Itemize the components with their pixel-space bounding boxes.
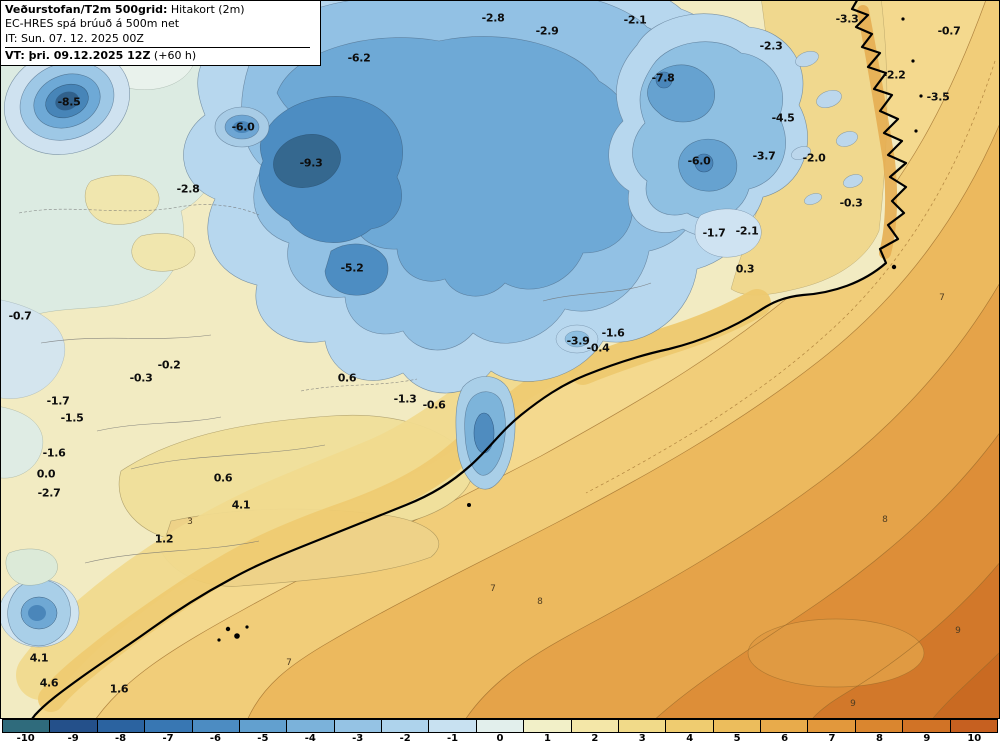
nw-yellow-patch-1 xyxy=(84,174,160,225)
colorbar-tick-label: 8 xyxy=(875,733,883,744)
coastal-cold-inner xyxy=(564,330,590,348)
colorbar-cells xyxy=(2,719,998,733)
cold-core-a2 xyxy=(273,134,341,188)
west-pale-cyan-low xyxy=(1,406,44,479)
colorbar-tick-label: 5 xyxy=(733,733,741,744)
sea-band-6 xyxy=(933,652,999,718)
colorbar-tick-label: -4 xyxy=(304,733,316,744)
colorbar-cell xyxy=(287,720,335,732)
islands xyxy=(217,17,923,642)
colorbar-cell xyxy=(50,720,98,732)
sea-band-5 xyxy=(813,563,999,718)
colorbar-cell xyxy=(618,720,667,732)
colorbar-cell xyxy=(3,720,51,732)
sea-contours xyxy=(96,1,999,718)
init-time-line: IT: Sun. 07. 12. 2025 00Z xyxy=(5,31,144,45)
colorbar-ticks: -10 -9 -8 -7 -6 -5 -4 -3 -2 -1 0 1 2 3 4 5 6 7 8 9 10 xyxy=(2,733,998,748)
colorbar-cell xyxy=(476,720,525,732)
model-line: EC-HRES spá brúuð á 500m net xyxy=(5,17,180,31)
colorbar: -10 -9 -8 -7 -6 -5 -4 -3 -2 -1 0 1 2 3 4 5 6 7 8 9 10 xyxy=(0,719,1000,748)
colorbar-cell xyxy=(192,720,240,732)
map-canvas xyxy=(1,1,999,718)
colorbar-tick-label: -5 xyxy=(257,733,269,744)
colorbar-tick-label: 2 xyxy=(591,733,599,744)
colorbar-cell xyxy=(429,720,477,732)
colorbar-cell xyxy=(855,720,904,732)
east-cold-core-1 xyxy=(655,71,673,89)
sea-warm-eddy xyxy=(747,618,925,688)
product-title-bold: Veðurstofan/T2m 500grid: xyxy=(5,3,168,16)
fjord-cold-patches xyxy=(791,50,863,205)
colorbar-cell xyxy=(950,720,997,732)
colorbar-tick-label: -1 xyxy=(447,733,459,744)
colorbar-tick-label: 4 xyxy=(686,733,694,744)
nw-yellow-patch-2 xyxy=(131,233,196,272)
west-pale-blue xyxy=(1,299,65,399)
colorbar-tick-label: 10 xyxy=(967,733,982,744)
colorbar-tick-label: 6 xyxy=(781,733,789,744)
colorbar-cell xyxy=(239,720,288,732)
colorbar-cell xyxy=(903,720,951,732)
land-contours xyxy=(18,204,652,564)
colorbar-tick-label: -6 xyxy=(209,733,221,744)
oraefi-core xyxy=(473,412,495,454)
colorbar-tick-label: -2 xyxy=(399,733,411,744)
colorbar-tick-label: -3 xyxy=(352,733,364,744)
colorbar-tick-label: 7 xyxy=(828,733,836,744)
product-title: Veðurstofan/T2m 500grid: Hitakort (2m) xyxy=(5,3,310,17)
colorbar-cell xyxy=(382,720,430,732)
title-box: Veðurstofan/T2m 500grid: Hitakort (2m) E… xyxy=(1,1,321,67)
colorbar-tick-label: 1 xyxy=(543,733,551,744)
valid-time-bold: VT: þri. 09.12.2025 12Z xyxy=(5,48,151,62)
sw-glacier-blob xyxy=(1,578,80,648)
colorbar-cell xyxy=(713,720,761,732)
colorbar-tick-label: -8 xyxy=(115,733,127,744)
nw-cold-blob xyxy=(3,47,131,155)
colorbar-cell xyxy=(145,720,193,732)
sw-green-patch xyxy=(5,548,58,586)
colorbar-cell xyxy=(808,720,856,732)
product-title-rest: Hitakort (2m) xyxy=(167,3,245,16)
west-cold-blob xyxy=(214,106,270,148)
cold-pocket-b xyxy=(324,243,389,296)
valid-time-rest: (+60 h) xyxy=(150,48,197,62)
se-coast-strip xyxy=(569,289,771,385)
colorbar-cell xyxy=(97,720,146,732)
colorbar-tick-label: 0 xyxy=(496,733,504,744)
colorbar-cell xyxy=(761,720,809,732)
cold-bridge xyxy=(694,208,762,258)
colorbar-tick-label: 3 xyxy=(638,733,646,744)
coastline xyxy=(31,1,908,718)
colorbar-cell xyxy=(334,720,382,732)
colorbar-tick-label: -7 xyxy=(162,733,174,744)
valid-time-line: VT: þri. 09.12.2025 12Z (+60 h) xyxy=(5,46,310,63)
colorbar-tick-label: 9 xyxy=(923,733,931,744)
colorbar-cell xyxy=(666,720,714,732)
east-cold-core-2 xyxy=(694,153,714,173)
colorbar-cell xyxy=(571,720,619,732)
colorbar-cell xyxy=(524,720,572,732)
colorbar-tick-label: -9 xyxy=(67,733,79,744)
colorbar-tick-label: -10 xyxy=(16,733,35,744)
